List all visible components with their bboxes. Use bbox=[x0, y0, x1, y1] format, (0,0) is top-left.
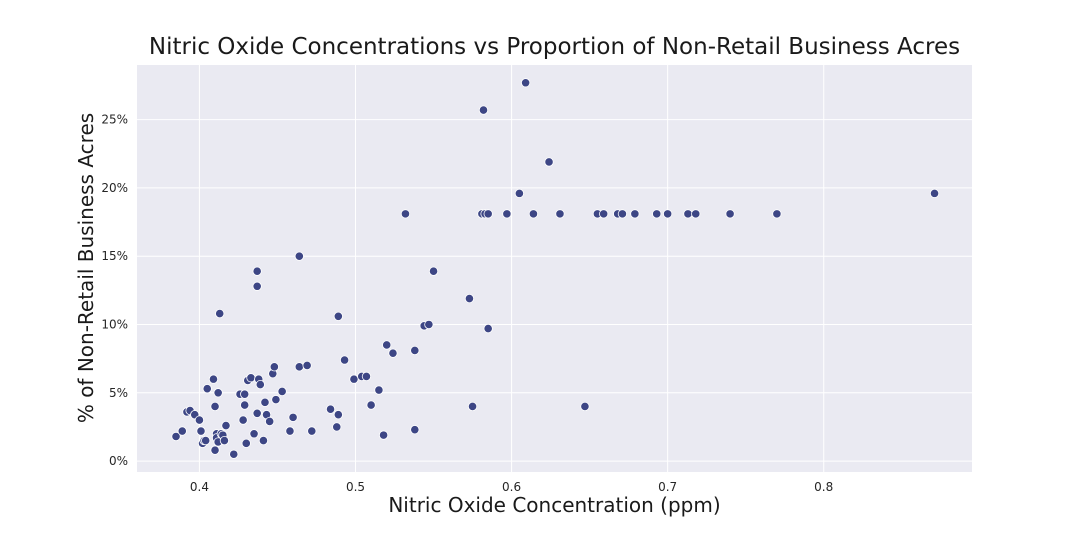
data-point bbox=[929, 188, 940, 198]
data-point bbox=[772, 209, 782, 219]
data-point bbox=[271, 395, 281, 405]
y-tick-label: 10% bbox=[101, 317, 128, 331]
tick-labels: 0.4 0.5 0.6 0.7 0.8 0% 5% 10% 15% 20% 25% bbox=[101, 113, 833, 494]
data-point bbox=[514, 188, 524, 198]
data-point bbox=[269, 362, 279, 372]
data-point bbox=[374, 385, 384, 395]
data-point bbox=[210, 401, 220, 412]
data-point bbox=[196, 426, 206, 436]
data-point bbox=[171, 431, 181, 442]
y-tick-label: 25% bbox=[101, 113, 128, 127]
x-axis-label: Nitric Oxide Concentration (ppm) bbox=[388, 493, 721, 517]
data-point bbox=[252, 266, 262, 276]
x-tick-label: 0.5 bbox=[346, 480, 365, 494]
data-point bbox=[307, 426, 317, 436]
data-point bbox=[177, 426, 187, 436]
data-point bbox=[221, 420, 231, 431]
data-point bbox=[528, 209, 539, 219]
data-point bbox=[630, 209, 640, 219]
x-tick-label: 0.4 bbox=[190, 480, 209, 494]
data-points bbox=[171, 78, 940, 459]
data-point bbox=[252, 281, 262, 291]
data-point bbox=[194, 415, 205, 425]
data-point bbox=[502, 209, 512, 219]
data-point bbox=[332, 422, 342, 432]
data-point bbox=[339, 355, 350, 365]
data-point bbox=[349, 374, 359, 384]
data-point bbox=[464, 293, 475, 304]
data-point bbox=[521, 78, 531, 88]
data-point bbox=[202, 384, 212, 394]
data-point bbox=[240, 400, 250, 410]
data-point bbox=[580, 401, 590, 412]
y-tick-label: 20% bbox=[101, 181, 128, 195]
grid-lines bbox=[137, 65, 972, 472]
data-point bbox=[478, 105, 489, 115]
data-point bbox=[410, 425, 420, 435]
data-point bbox=[215, 308, 225, 319]
data-point bbox=[219, 435, 230, 446]
data-point bbox=[555, 209, 565, 219]
data-point bbox=[483, 209, 493, 219]
x-tick-label: 0.6 bbox=[502, 480, 521, 494]
data-point bbox=[255, 379, 265, 390]
data-point bbox=[288, 412, 298, 422]
data-point bbox=[325, 404, 336, 414]
data-point bbox=[252, 408, 262, 418]
data-point bbox=[388, 348, 398, 358]
data-point bbox=[691, 209, 701, 219]
data-point bbox=[241, 438, 251, 448]
data-point bbox=[294, 251, 304, 261]
data-point bbox=[246, 373, 256, 383]
data-point bbox=[617, 209, 627, 219]
data-point bbox=[260, 397, 270, 407]
data-point bbox=[240, 389, 250, 399]
data-point bbox=[410, 345, 420, 356]
data-point bbox=[599, 209, 609, 219]
data-point bbox=[483, 323, 493, 334]
data-point bbox=[378, 430, 389, 440]
data-point bbox=[725, 209, 735, 219]
data-point bbox=[265, 416, 275, 427]
data-point bbox=[467, 401, 478, 412]
data-point bbox=[400, 209, 411, 219]
data-point bbox=[229, 449, 239, 459]
data-point bbox=[382, 340, 392, 350]
data-point bbox=[333, 410, 343, 420]
x-tick-label: 0.8 bbox=[814, 480, 833, 494]
data-point bbox=[258, 435, 269, 446]
data-point bbox=[294, 362, 304, 372]
data-point bbox=[683, 209, 693, 219]
data-point bbox=[428, 266, 439, 276]
data-point bbox=[361, 371, 372, 381]
data-point bbox=[302, 360, 312, 371]
plot-area bbox=[137, 65, 972, 472]
data-point bbox=[544, 157, 554, 167]
data-point bbox=[210, 445, 220, 455]
y-tick-label: 5% bbox=[109, 386, 128, 400]
x-tick-label: 0.7 bbox=[658, 480, 677, 494]
data-point bbox=[424, 319, 434, 330]
data-point bbox=[238, 415, 248, 425]
data-point bbox=[201, 435, 211, 446]
data-point bbox=[213, 388, 223, 398]
data-point bbox=[652, 209, 662, 219]
data-point bbox=[285, 426, 295, 436]
data-point bbox=[249, 429, 259, 439]
data-point bbox=[277, 386, 287, 397]
data-point bbox=[366, 400, 376, 410]
y-tick-label: 0% bbox=[109, 454, 128, 468]
y-tick-label: 15% bbox=[101, 249, 128, 263]
data-point bbox=[208, 374, 219, 384]
data-point bbox=[663, 209, 673, 219]
chart-title: Nitric Oxide Concentrations vs Proportio… bbox=[148, 34, 961, 60]
data-point bbox=[333, 311, 343, 321]
